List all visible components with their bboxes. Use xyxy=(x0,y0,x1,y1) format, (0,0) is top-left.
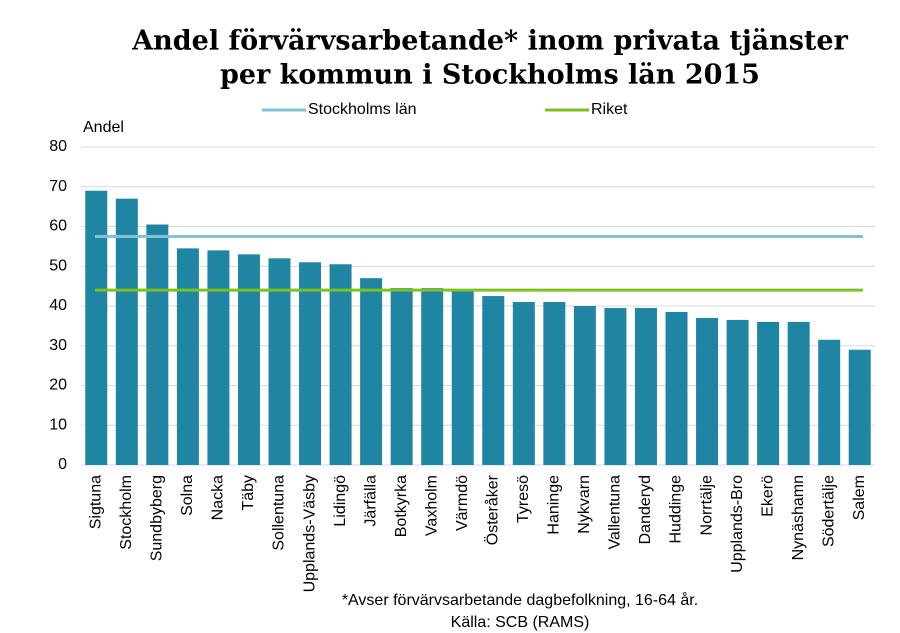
legend-label: Stockholms län xyxy=(308,101,417,118)
x-tick-label: Solna xyxy=(179,475,196,516)
x-tick-label: Nacka xyxy=(210,475,227,520)
bar xyxy=(573,306,596,465)
y-tick-label: 30 xyxy=(49,337,67,354)
x-tick-label: Ekerö xyxy=(759,475,776,517)
chart-title: per kommun i Stockholms län 2015 xyxy=(220,60,760,91)
x-tick-label: Österåker xyxy=(483,474,501,545)
bar xyxy=(848,349,871,465)
x-tick-label: Södertälje xyxy=(820,475,837,547)
y-tick-label: 40 xyxy=(49,297,67,314)
bar xyxy=(482,296,505,465)
x-tick-label: Sigtuna xyxy=(87,475,104,529)
x-tick-label: Sundbyberg xyxy=(149,475,166,561)
footnote: *Avser förvärvsarbetande dagbefolkning, … xyxy=(342,591,698,609)
bar xyxy=(451,290,474,465)
bar xyxy=(543,302,566,465)
x-tick-label: Nykvarn xyxy=(576,475,593,534)
bar xyxy=(146,224,169,465)
legend-label: Riket xyxy=(591,101,628,118)
bar xyxy=(299,262,322,465)
x-tick-label: Nynäshamn xyxy=(790,475,807,560)
x-tick-label: Danderyd xyxy=(637,475,654,544)
bar xyxy=(726,319,749,465)
bar xyxy=(176,248,199,465)
y-tick-label: 80 xyxy=(49,138,67,155)
bar xyxy=(757,321,780,465)
x-tick-label: Haninge xyxy=(546,475,563,535)
x-tick-label: Upplands-Väsby xyxy=(301,475,318,592)
bar xyxy=(390,288,413,465)
bar xyxy=(818,339,841,465)
bar xyxy=(665,311,688,465)
y-tick-label: 60 xyxy=(49,218,67,235)
x-tick-label: Salem xyxy=(851,475,868,520)
x-tick-label: Tyresö xyxy=(515,475,532,523)
y-tick-label: 20 xyxy=(49,377,67,394)
x-tick-label: Upplands-Bro xyxy=(729,475,746,573)
bar xyxy=(787,321,810,465)
bar xyxy=(512,302,535,465)
bar xyxy=(237,254,260,465)
x-tick-label: Stockholm xyxy=(118,475,135,550)
y-tick-label: 10 xyxy=(49,416,67,433)
x-tick-label: Vaxholm xyxy=(423,475,440,536)
x-tick-label: Huddinge xyxy=(668,475,685,544)
bar xyxy=(696,317,719,465)
x-tick-label: Värmdö xyxy=(454,475,471,531)
x-tick-label: Täby xyxy=(240,475,257,511)
bar xyxy=(329,264,352,465)
bar xyxy=(360,278,383,465)
y-tick-label: 70 xyxy=(49,178,67,195)
bar xyxy=(421,288,444,465)
bar xyxy=(115,198,138,466)
bar xyxy=(85,190,108,465)
y-axis-label: Andel xyxy=(83,119,124,136)
x-tick-label: Botkyrka xyxy=(393,475,410,537)
bar xyxy=(207,250,230,465)
x-tick-label: Järfälla xyxy=(362,475,379,527)
bar xyxy=(268,258,291,465)
x-tick-label: Norrtälje xyxy=(698,475,715,536)
x-tick-label: Lidingö xyxy=(332,475,349,527)
footnote: Källa: SCB (RAMS) xyxy=(451,614,590,631)
y-tick-label: 0 xyxy=(58,456,67,473)
x-tick-label: Sollentuna xyxy=(271,475,288,551)
bar xyxy=(604,307,627,465)
chart-title: Andel förvärvsarbetande* inom privata tj… xyxy=(131,26,848,57)
x-tick-label: Vallentuna xyxy=(607,475,624,550)
bar xyxy=(634,307,657,465)
y-tick-label: 50 xyxy=(49,257,67,274)
